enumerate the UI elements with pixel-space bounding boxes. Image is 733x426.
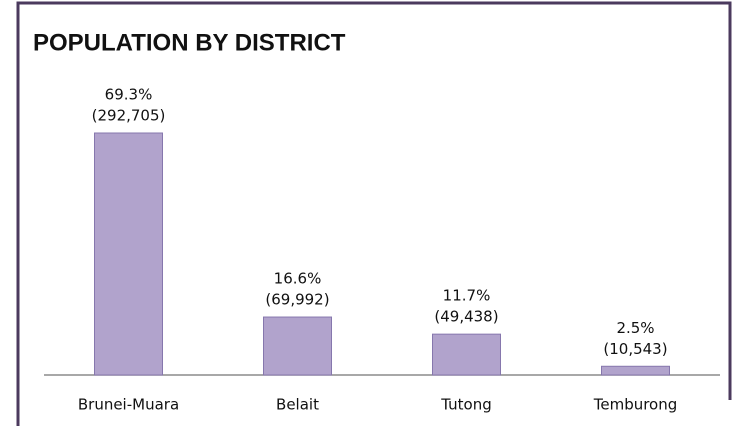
x-tick-label: Belait bbox=[276, 396, 319, 414]
count-label: (292,705) bbox=[92, 107, 166, 125]
bar bbox=[601, 365, 670, 376]
bar bbox=[94, 132, 163, 376]
bar bbox=[263, 316, 332, 376]
x-tick-label: Tutong bbox=[440, 396, 491, 414]
value-label: 11.7% bbox=[443, 287, 491, 305]
count-label: (10,543) bbox=[603, 340, 667, 358]
value-label: 2.5% bbox=[616, 319, 654, 337]
count-label: (69,992) bbox=[265, 291, 329, 309]
value-label: 16.6% bbox=[274, 270, 322, 288]
bar bbox=[432, 333, 501, 376]
chart-title: POPULATION BY DISTRICT bbox=[33, 29, 346, 56]
x-tick-label: Brunei-Muara bbox=[78, 396, 179, 414]
value-label: 69.3% bbox=[105, 86, 153, 104]
x-tick-label: Temburong bbox=[593, 396, 678, 414]
count-label: (49,438) bbox=[434, 308, 498, 326]
frame bbox=[16, 1, 732, 426]
